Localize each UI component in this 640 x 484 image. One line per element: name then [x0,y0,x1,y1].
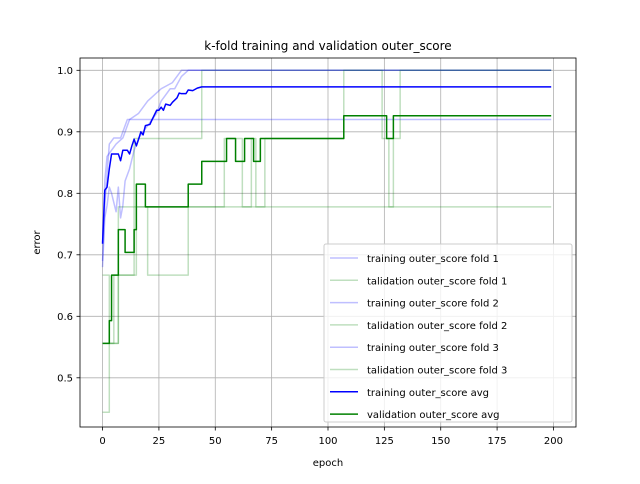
grid [80,58,576,427]
legend-label: talidation outer_score fold 1 [367,276,507,287]
legend-label: talidation outer_score fold 3 [367,366,507,377]
series-line-6 [102,206,552,345]
x-tick-label: 125 [375,436,394,447]
series-line-7 [101,86,552,244]
y-axis-label: error [32,230,43,255]
x-tick-label: 175 [488,436,507,447]
series-line-8 [102,115,552,345]
x-tick-label: 25 [153,436,166,447]
y-tick-label: 1.0 [57,66,73,77]
series-line-5 [101,69,552,243]
y-tick-label: 0.9 [57,127,73,138]
y-tick-label: 0.8 [57,189,73,200]
x-tick-label: 200 [544,436,563,447]
axis-ticks: 0 25 50 75 100 125 150 175 200 0.5 0.6 0.7 0.8 0.9 1.0 [57,66,563,447]
y-tick-label: 0.7 [57,250,73,261]
series-line-1 [101,118,552,261]
legend-label: training outer_score fold 2 [367,299,499,310]
x-tick-label: 50 [209,436,222,447]
legend-label: validation outer_score avg [367,410,500,421]
x-tick-label: 100 [318,436,337,447]
legend-label: talidation outer_score fold 2 [367,321,507,332]
x-tick-label: 150 [431,436,450,447]
legend-box [323,243,573,423]
legend-label: training outer_score fold 3 [367,343,499,354]
series-lines [101,69,552,413]
x-axis-label: epoch [313,458,343,469]
series-line-2 [102,69,552,413]
chart-title: k-fold training and validation outer_sco… [204,39,451,53]
legend-label: training outer_score avg [367,388,489,399]
legend: training outer_score fold 1 talidation ou… [323,243,573,423]
y-tick-label: 0.6 [57,312,73,323]
series-line-3 [101,69,552,268]
legend-label: training outer_score fold 1 [367,254,499,265]
x-tick-label: 0 [99,436,105,447]
y-tick-label: 0.5 [57,373,73,384]
x-tick-label: 75 [265,436,278,447]
